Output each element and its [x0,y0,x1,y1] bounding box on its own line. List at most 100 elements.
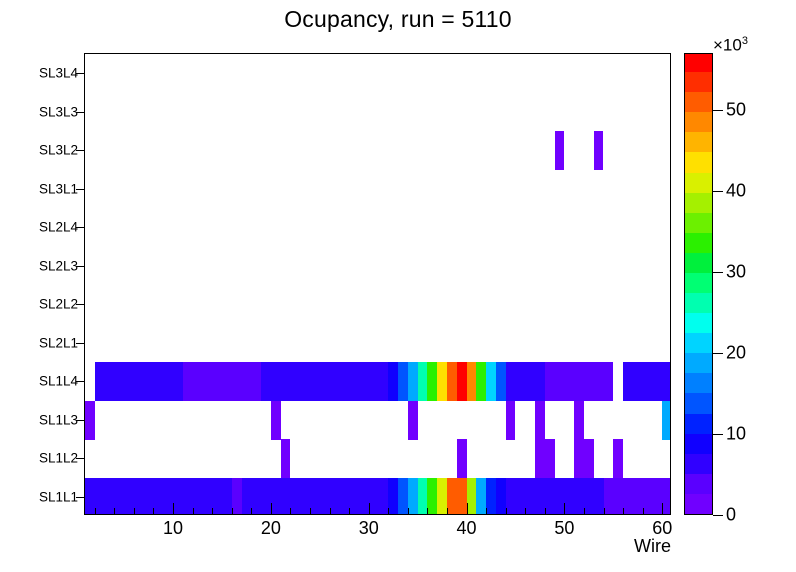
heatmap-cell [94,362,183,402]
colorbar-band [685,312,712,334]
colorbar-multiplier-exponent: 3 [741,35,748,47]
heatmap-cell [554,131,565,171]
y-axis-label-sl2l2: SL2L2 [38,296,78,312]
heatmap-cell [495,477,506,514]
y-axis-tick [76,381,85,383]
heatmap-cell [388,477,399,514]
colorbar-axis: 0 10 20 30 40 50 [684,53,746,525]
heatmap-cell [437,477,447,514]
colorbar-band [685,392,712,414]
heatmap-cell [662,400,670,440]
y-axis-tick [76,496,85,498]
colorbar-tick [713,190,723,192]
x-axis-minor-tick [407,508,409,514]
heatmap-cell [535,439,555,479]
colorbar-multiplier: ×103 [713,35,748,56]
colorbar-tick-label: 30 [726,261,747,282]
colorbar-band [685,71,712,93]
x-axis-minor-tick [94,508,96,514]
x-axis-major-tick [173,503,175,514]
x-axis-minor-tick [623,508,625,514]
colorbar-band [685,151,712,173]
heatmap-cell [446,477,467,514]
colorbar-tick [713,109,723,111]
colorbar-tick [713,433,723,435]
heatmap-cell [574,439,594,479]
colorbar-band [685,292,712,314]
x-axis-minor-tick [310,508,312,514]
heatmap-cell [456,362,467,402]
x-axis-minor-tick [486,508,488,514]
heatmap-cell [417,477,428,514]
heatmap-cell [544,362,614,402]
heatmap-cell [466,362,477,402]
heatmap-cell [495,362,506,402]
heatmap-cell [613,439,624,479]
y-axis-tick [76,342,85,344]
colorbar-multiplier-base: ×10 [713,35,742,55]
y-axis-label-sl3l4: SL3L4 [38,65,78,81]
colorbar-band [685,332,712,354]
x-axis-major-tick [662,503,664,514]
colorbar-tick-label: 20 [726,342,747,363]
heatmap-cell [427,477,438,514]
x-axis-major-tick [270,503,272,514]
x-axis-minor-tick [212,508,214,514]
x-axis-minor-tick [192,508,194,514]
x-axis-minor-tick [603,508,605,514]
y-axis-tick [76,227,85,229]
heatmap-cell [505,400,516,440]
colorbar-tick-label: 40 [726,180,747,201]
heatmap-cell [261,362,389,402]
y-axis-tick [76,265,85,267]
heatmap-cell [623,362,670,402]
heatmap-cell [388,362,399,402]
colorbar-band [685,453,712,474]
heatmap-cell [437,362,447,402]
colorbar-band [685,372,712,394]
heatmap-cell [417,362,428,402]
y-axis-tick [76,150,85,152]
x-axis-tick-label: 10 [163,518,184,538]
colorbar-band [685,91,712,113]
heatmap-cell [535,400,545,440]
colorbar-tick-label: 0 [726,504,737,525]
colorbar-band [685,473,712,494]
heatmap-cell [85,400,95,440]
x-axis-minor-tick [642,508,644,514]
x-axis-minor-tick [290,508,292,514]
colorbar-band [685,433,712,454]
x-axis-minor-tick [349,508,351,514]
y-axis-tick [76,458,85,460]
heatmap-cell [398,477,408,514]
y-axis-tick [76,111,85,113]
heatmap-cell [407,477,418,514]
heatmap-cell [574,400,584,440]
colorbar-band [685,352,712,374]
x-axis-tick-label: 40 [456,518,477,538]
heatmap-cell [270,400,281,440]
colorbar [684,53,713,515]
x-axis-minor-tick [231,508,233,514]
colorbar-tick [713,515,723,516]
heatmap-cell [407,400,418,440]
heatmap-cells [85,54,670,514]
x-axis-major-tick [368,503,370,514]
heatmap-cell [182,362,262,402]
colorbar-band [685,54,712,73]
heatmap-cell [446,362,457,402]
colorbar-band [685,212,712,233]
x-axis-minor-tick [133,508,135,514]
page-title: Ocupancy, run = 5110 [284,6,512,32]
x-axis-minor-tick [427,508,429,514]
colorbar-band [685,272,712,294]
heatmap-cell [427,362,438,402]
colorbar-band [685,192,712,213]
colorbar-band [685,111,712,133]
heatmap-cell [593,131,604,171]
heatmap-cell [505,362,545,402]
y-axis-tick [76,419,85,421]
heatmap-cell [407,362,418,402]
heatmap-cell [241,477,389,514]
heatmap-cell [466,477,477,514]
